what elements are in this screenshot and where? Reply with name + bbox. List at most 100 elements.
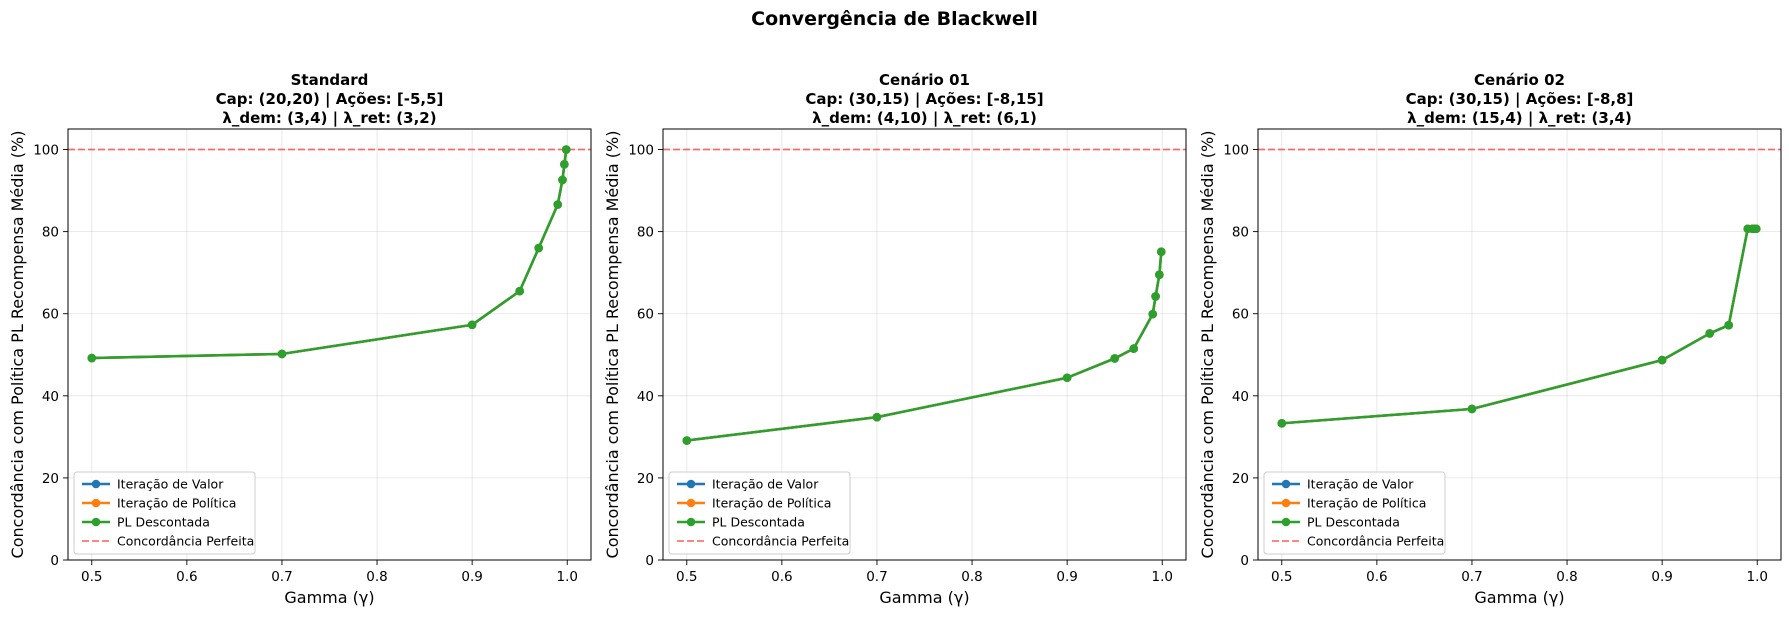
data-point [534, 243, 543, 253]
legend-label: Concordância Perfeita [117, 534, 254, 549]
data-point [553, 200, 563, 209]
data-point [1156, 247, 1166, 257]
x-axis-label: Gamma (γ) [879, 588, 969, 607]
x-tick-label: 0.5 [81, 569, 102, 585]
x-tick-label: 0.5 [676, 569, 697, 585]
data-point [87, 353, 97, 363]
legend-box [73, 471, 256, 555]
y-tick-label: 20 [1232, 471, 1249, 487]
data-point [515, 286, 524, 296]
legend-label: PL Descontada [1307, 515, 1400, 530]
x-tick-label: 0.8 [1556, 569, 1577, 585]
legend-swatch-marker [686, 517, 696, 527]
data-point [682, 436, 692, 445]
y-tick-label: 80 [1232, 225, 1249, 241]
y-tick-label: 0 [645, 553, 654, 569]
y-tick-label: 40 [1232, 389, 1249, 405]
x-tick-label: 1.0 [556, 569, 577, 585]
y-tick-label: 100 [33, 143, 59, 159]
data-point [1724, 320, 1733, 330]
panel-title-line: Cap: (30,15) | Ações: [-8,15] [805, 90, 1043, 109]
x-tick-label: 0.9 [1651, 569, 1672, 585]
y-tick-label: 40 [637, 389, 654, 405]
plot-frame [1257, 128, 1782, 561]
data-point [1657, 355, 1667, 365]
panel-title-line: λ_dem: (15,4) | λ_ret: (3,4) [1407, 109, 1632, 128]
data-point [1467, 404, 1477, 414]
legend-swatch-marker [1281, 498, 1291, 508]
x-tick-label: 0.8 [366, 569, 387, 585]
legend-label: Concordância Perfeita [1307, 534, 1444, 549]
y-tick-label: 80 [42, 225, 59, 241]
legend-swatch-marker [686, 479, 696, 489]
data-point [872, 412, 882, 422]
legend-label: Iteração de Valor [117, 477, 224, 492]
y-tick-label: 100 [1223, 143, 1249, 159]
legend-swatch-marker [1281, 517, 1291, 527]
x-tick-label: 0.9 [461, 569, 482, 585]
data-point [561, 145, 571, 154]
y-tick-label: 60 [42, 307, 59, 323]
legend-swatch-marker [1281, 479, 1291, 489]
data-point [1129, 344, 1138, 353]
legend-swatch-marker [91, 517, 101, 527]
panel-title-line: Standard [291, 71, 369, 89]
y-tick-label: 40 [42, 389, 59, 405]
panel-title-line: λ_dem: (3,4) | λ_ret: (3,2) [222, 109, 436, 128]
plot-frame [662, 128, 1187, 561]
data-point [1155, 270, 1164, 280]
data-point [558, 175, 567, 185]
data-point [467, 320, 477, 330]
x-tick-label: 0.9 [1056, 569, 1077, 585]
x-tick-label: 1.0 [1151, 569, 1172, 585]
y-tick-label: 60 [1232, 307, 1249, 323]
legend-label: Iteração de Política [1307, 496, 1426, 511]
y-tick-label: 20 [637, 471, 654, 487]
y-axis-label: Concordância com Política PL Recompensa … [8, 131, 27, 559]
panel-title-line: Cenário 01 [879, 71, 970, 89]
y-tick-label: 80 [637, 225, 654, 241]
y-tick-label: 20 [42, 471, 59, 487]
y-tick-label: 60 [637, 307, 654, 323]
data-point [1751, 224, 1761, 234]
legend-box [668, 471, 851, 555]
x-tick-label: 0.5 [1271, 569, 1292, 585]
legend-label: Iteração de Valor [712, 477, 819, 492]
panel-title-line: Cenário 02 [1474, 71, 1565, 89]
data-point [1148, 309, 1158, 319]
y-tick-label: 0 [50, 553, 59, 569]
legend-swatch-marker [91, 498, 101, 508]
x-tick-label: 0.6 [1366, 569, 1387, 585]
legend-label: PL Descontada [712, 515, 805, 530]
legend-label: Concordância Perfeita [712, 534, 849, 549]
legend-box [1263, 471, 1446, 555]
x-axis-label: Gamma (γ) [284, 588, 374, 607]
legend-swatch-marker [686, 498, 696, 508]
data-point [560, 160, 569, 169]
data-point [1062, 373, 1072, 383]
panel-title-line: λ_dem: (4,10) | λ_ret: (6,1) [812, 109, 1037, 128]
x-tick-label: 0.6 [771, 569, 792, 585]
plot-frame [67, 128, 592, 561]
x-tick-label: 0.6 [176, 569, 197, 585]
y-tick-label: 100 [628, 143, 654, 159]
x-tick-label: 0.7 [271, 569, 292, 585]
data-point [1110, 354, 1119, 363]
data-point [277, 349, 287, 359]
x-tick-label: 0.7 [1461, 569, 1482, 585]
y-axis-label: Concordância com Política PL Recompensa … [603, 131, 622, 559]
x-axis-label: Gamma (γ) [1474, 588, 1564, 607]
data-point [1151, 292, 1160, 301]
figure-title: Convergência de Blackwell [751, 8, 1038, 30]
panel-title-line: Cap: (30,15) | Ações: [-8,8] [1406, 90, 1634, 109]
panel-title-line: Cap: (20,20) | Ações: [-5,5] [216, 90, 444, 109]
legend-label: PL Descontada [117, 515, 210, 530]
y-tick-label: 0 [1240, 553, 1249, 569]
x-tick-label: 0.7 [866, 569, 887, 585]
y-axis-label: Concordância com Política PL Recompensa … [1198, 131, 1217, 559]
x-tick-label: 0.8 [961, 569, 982, 585]
